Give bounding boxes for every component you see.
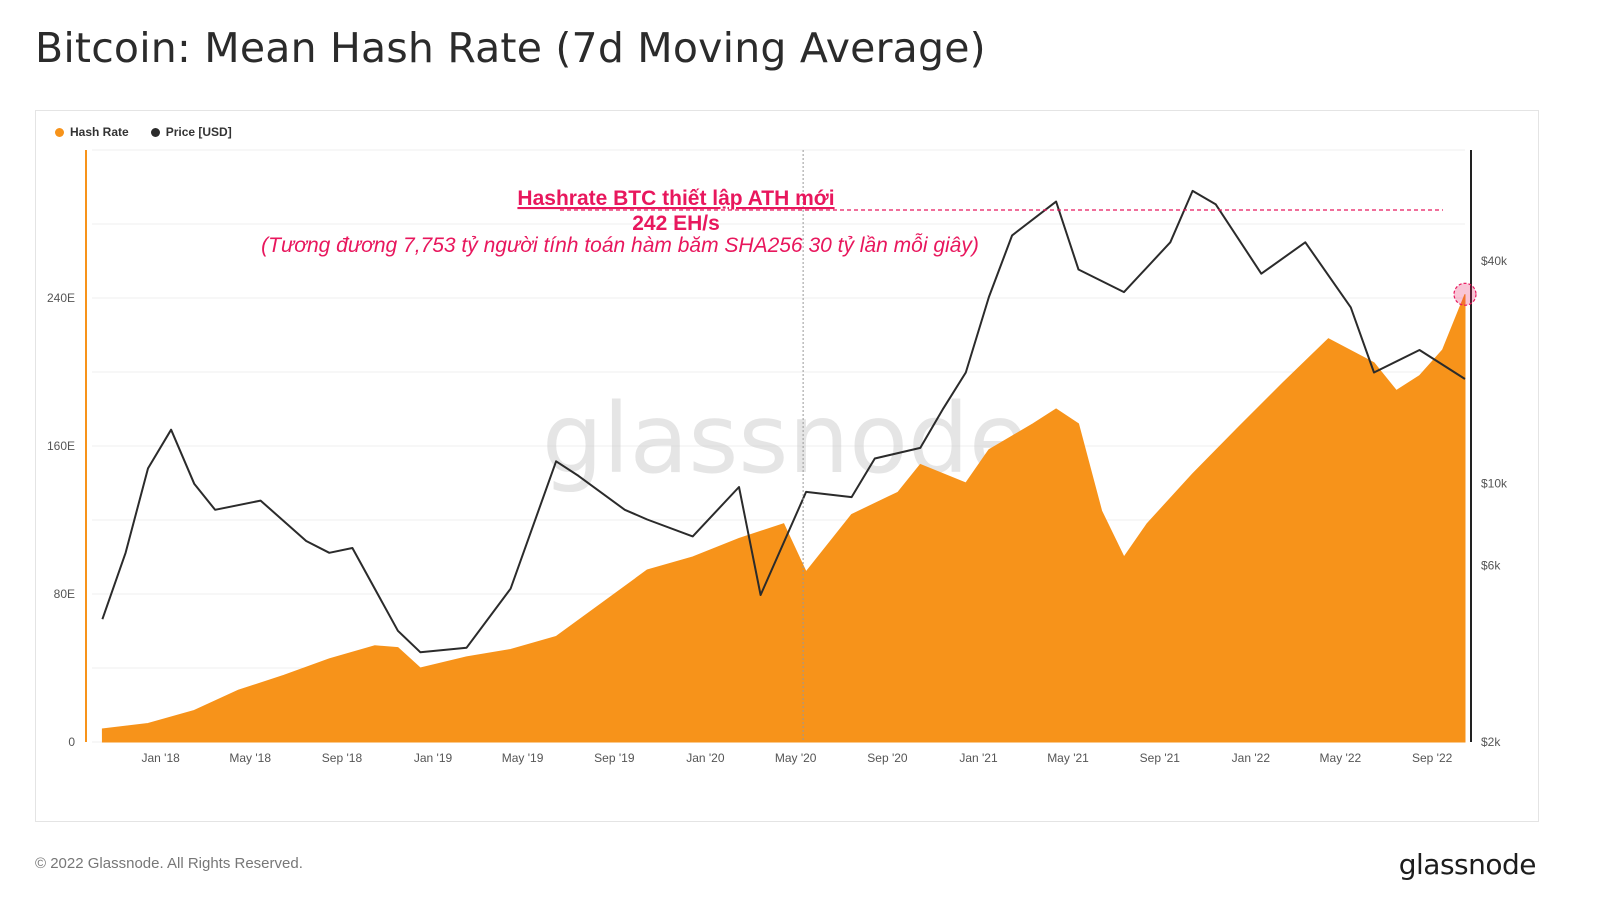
annotation-ath-note: (Tương đương 7,753 tỷ người tính toán hà… xyxy=(261,234,979,257)
hash-rate-area xyxy=(101,294,1466,743)
chart-title: Bitcoin: Mean Hash Rate (7d Moving Avera… xyxy=(35,24,986,72)
copyright-text: © 2022 Glassnode. All Rights Reserved. xyxy=(35,855,303,872)
annotation-ath-value: 242 EH/s xyxy=(632,212,720,235)
x-tick-label: Jan '19 xyxy=(414,751,453,765)
price-line xyxy=(101,189,1466,654)
annotation-ath-title: Hashrate BTC thiết lập ATH mới xyxy=(517,187,834,210)
x-tick-label: May '22 xyxy=(1320,751,1362,765)
x-tick-label: Jan '18 xyxy=(141,751,180,765)
y-right-tick-label: $6k xyxy=(1481,559,1501,573)
chart-legend: Hash Rate Price [USD] xyxy=(55,125,232,139)
x-tick-label: May '20 xyxy=(775,751,817,765)
x-tick-label: Jan '20 xyxy=(686,751,725,765)
x-tick-label: Sep '21 xyxy=(1140,751,1181,765)
legend-label-price: Price [USD] xyxy=(165,125,232,139)
y-left-tick-label: 0 xyxy=(68,735,75,749)
legend-item-price[interactable]: Price [USD] xyxy=(150,125,232,139)
y-right-tick-label: $40k xyxy=(1481,254,1508,268)
x-tick-label: May '18 xyxy=(229,751,271,765)
x-tick-label: May '21 xyxy=(1047,751,1089,765)
y-left-tick-label: 240E xyxy=(47,291,75,305)
x-tick-label: May '19 xyxy=(502,751,544,765)
glassnode-logo: glassnode xyxy=(1398,848,1537,881)
legend-label-hash-rate: Hash Rate xyxy=(70,125,129,139)
x-tick-label: Sep '18 xyxy=(322,751,363,765)
y-right-tick-label: $2k xyxy=(1481,735,1501,749)
legend-item-hash-rate[interactable]: Hash Rate xyxy=(55,125,129,139)
y-left-tick-label: 160E xyxy=(47,439,75,453)
hash-rate-swatch-icon xyxy=(55,127,64,137)
x-tick-label: Sep '19 xyxy=(594,751,635,765)
x-tick-label: Jan '21 xyxy=(959,751,998,765)
x-tick-label: Sep '22 xyxy=(1412,751,1453,765)
y-right-tick-label: $10k xyxy=(1481,477,1508,491)
x-tick-label: Sep '20 xyxy=(867,751,908,765)
y-left-tick-label: 80E xyxy=(54,587,75,601)
x-tick-label: Jan '22 xyxy=(1232,751,1271,765)
ath-highlight-circle xyxy=(1453,282,1477,306)
price-swatch-icon xyxy=(150,127,160,137)
